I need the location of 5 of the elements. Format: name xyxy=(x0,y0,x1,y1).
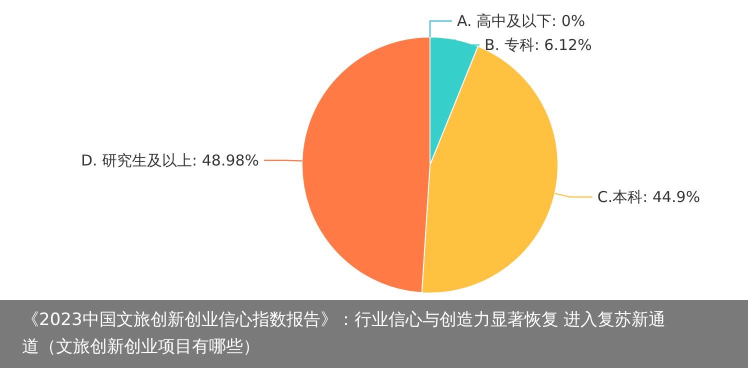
slice-label: B. 专科: 6.12% xyxy=(484,36,592,54)
text: 《2023中国文旅创新创业信心指数报告》：行业信心与创造力显著恢复 进入复苏新通道（文旅创新创业项目有哪些） xyxy=(22,310,666,357)
slice-label: C.本科: 44.9% xyxy=(597,188,700,206)
slice-label: D. 研究生及以上: 48.98% xyxy=(80,151,260,170)
legend-label: A. 高中及以下: 0% xyxy=(457,12,586,30)
